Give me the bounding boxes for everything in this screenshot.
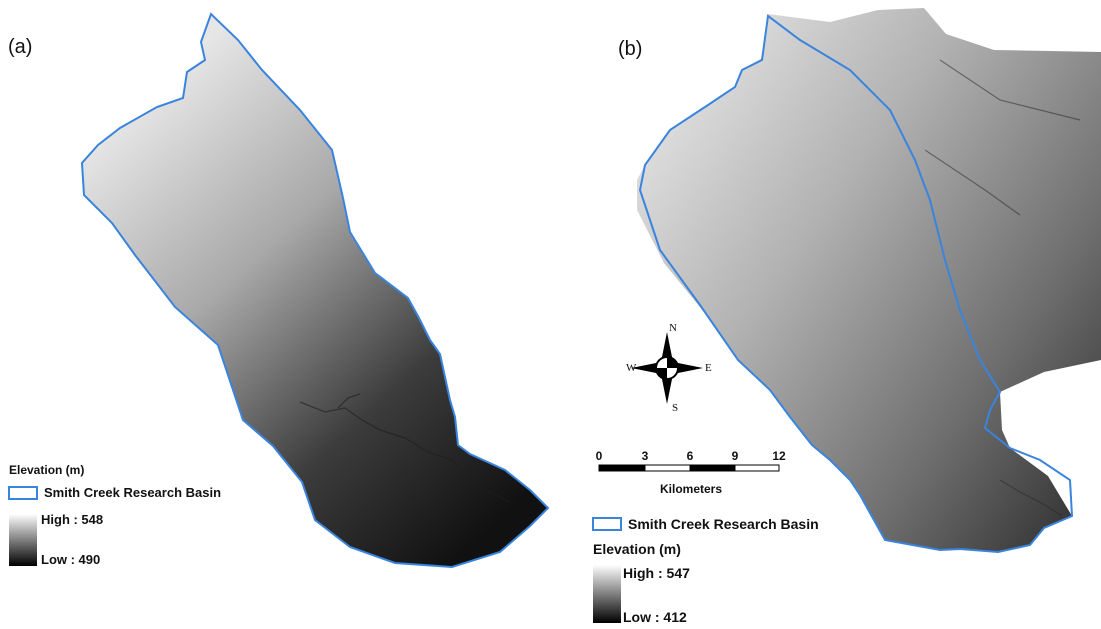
compass-e: E	[705, 362, 712, 374]
basin-swatch-icon	[8, 485, 38, 500]
compass-n: N	[669, 322, 677, 334]
compass-s: S	[672, 402, 679, 414]
elevation-low-b: Low : 412	[623, 609, 687, 625]
panel-a-label: (a)	[8, 36, 33, 58]
basin-outline-b	[638, 14, 1074, 554]
scale-tick: 3	[641, 449, 649, 463]
elevation-low-a: Low : 490	[41, 552, 101, 567]
basin-legend-a: Smith Creek Research Basin	[8, 485, 221, 500]
panel-a-map	[80, 12, 550, 569]
elevation-ramp-b	[593, 565, 621, 623]
elevation-high-a: High : 548	[41, 512, 104, 527]
basin-swatch-icon	[592, 517, 622, 531]
scale-bar	[598, 464, 780, 472]
scale-tick: 9	[731, 449, 739, 463]
elevation-high-b: High : 547	[623, 565, 690, 581]
elevation-legend-title-b: Elevation (m)	[593, 541, 681, 557]
scale-tick: 6	[686, 449, 694, 463]
scale-tick: 12	[772, 449, 786, 463]
elevation-ramp-a	[9, 514, 37, 566]
compass-w: W	[626, 362, 637, 374]
panel-b-map	[637, 8, 1101, 554]
basin-outline-a	[80, 12, 550, 569]
north-arrow-icon	[631, 332, 703, 404]
basin-legend-label-b: Smith Creek Research Basin	[628, 516, 819, 532]
panel-b-label: (b)	[618, 38, 643, 60]
dem-raster-a	[82, 14, 548, 567]
drainage-lines-a	[299, 393, 511, 503]
basin-legend-label-a: Smith Creek Research Basin	[44, 485, 222, 500]
scale-unit: Kilometers	[660, 482, 723, 496]
elevation-legend-title-a: Elevation (m)	[9, 463, 85, 477]
drainage-lines-b	[924, 59, 1081, 517]
scale-tick: 0	[595, 449, 603, 463]
basin-legend-b: Smith Creek Research Basin	[592, 516, 819, 532]
dem-raster-b	[637, 8, 1101, 552]
